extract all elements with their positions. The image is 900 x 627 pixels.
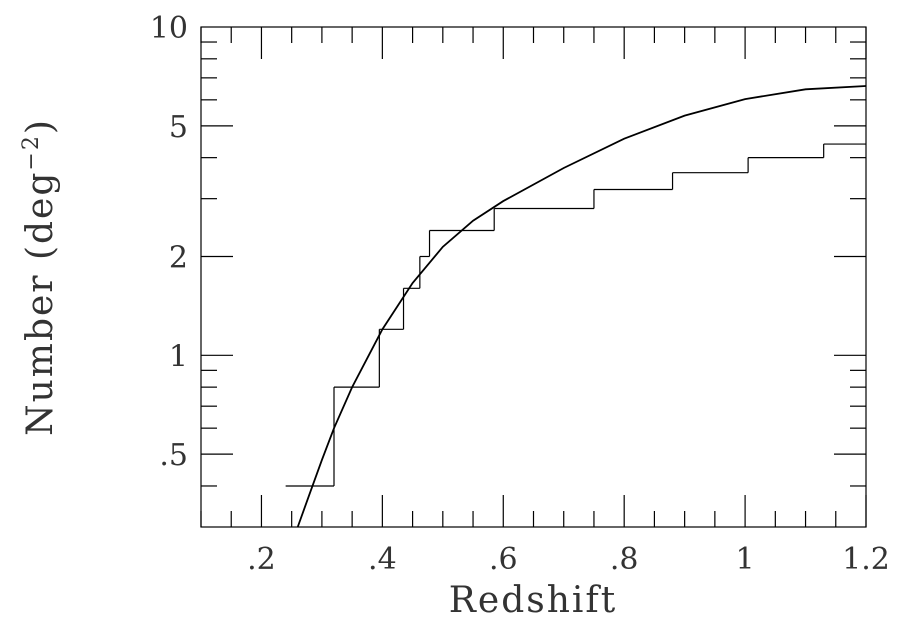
x-axis-title: Redshift [449,580,617,621]
y-tick-label: 1 [169,339,188,374]
axis-ticks [200,27,867,527]
x-tick-labels: .2 .4 .6 .8 1 1.2 [247,542,890,577]
y-tick-labels: .5 1 2 5 10 [150,11,188,473]
model-curve-line [296,85,867,528]
y-tick-label: .5 [159,438,188,473]
model-curve-layer [296,85,867,528]
x-tick-label: .4 [368,542,397,577]
x-tick-label: .6 [489,542,518,577]
y-tick-label: 5 [169,110,188,145]
y-tick-label: 10 [150,11,188,46]
y-axis-title-exponent: −2 [19,134,44,170]
x-tick-label: 1.2 [842,542,890,577]
y-axis-title-close: ) [20,118,61,134]
y-axis-title: Number (deg−2) [19,118,61,436]
y-axis-title-main: Number (deg [20,171,61,436]
x-tick-label: .8 [610,542,639,577]
histogram-layer [285,143,866,487]
x-tick-label: .2 [247,542,276,577]
plot-frame [200,26,867,528]
x-tick-label: 1 [736,542,755,577]
y-tick-label: 2 [169,240,188,275]
